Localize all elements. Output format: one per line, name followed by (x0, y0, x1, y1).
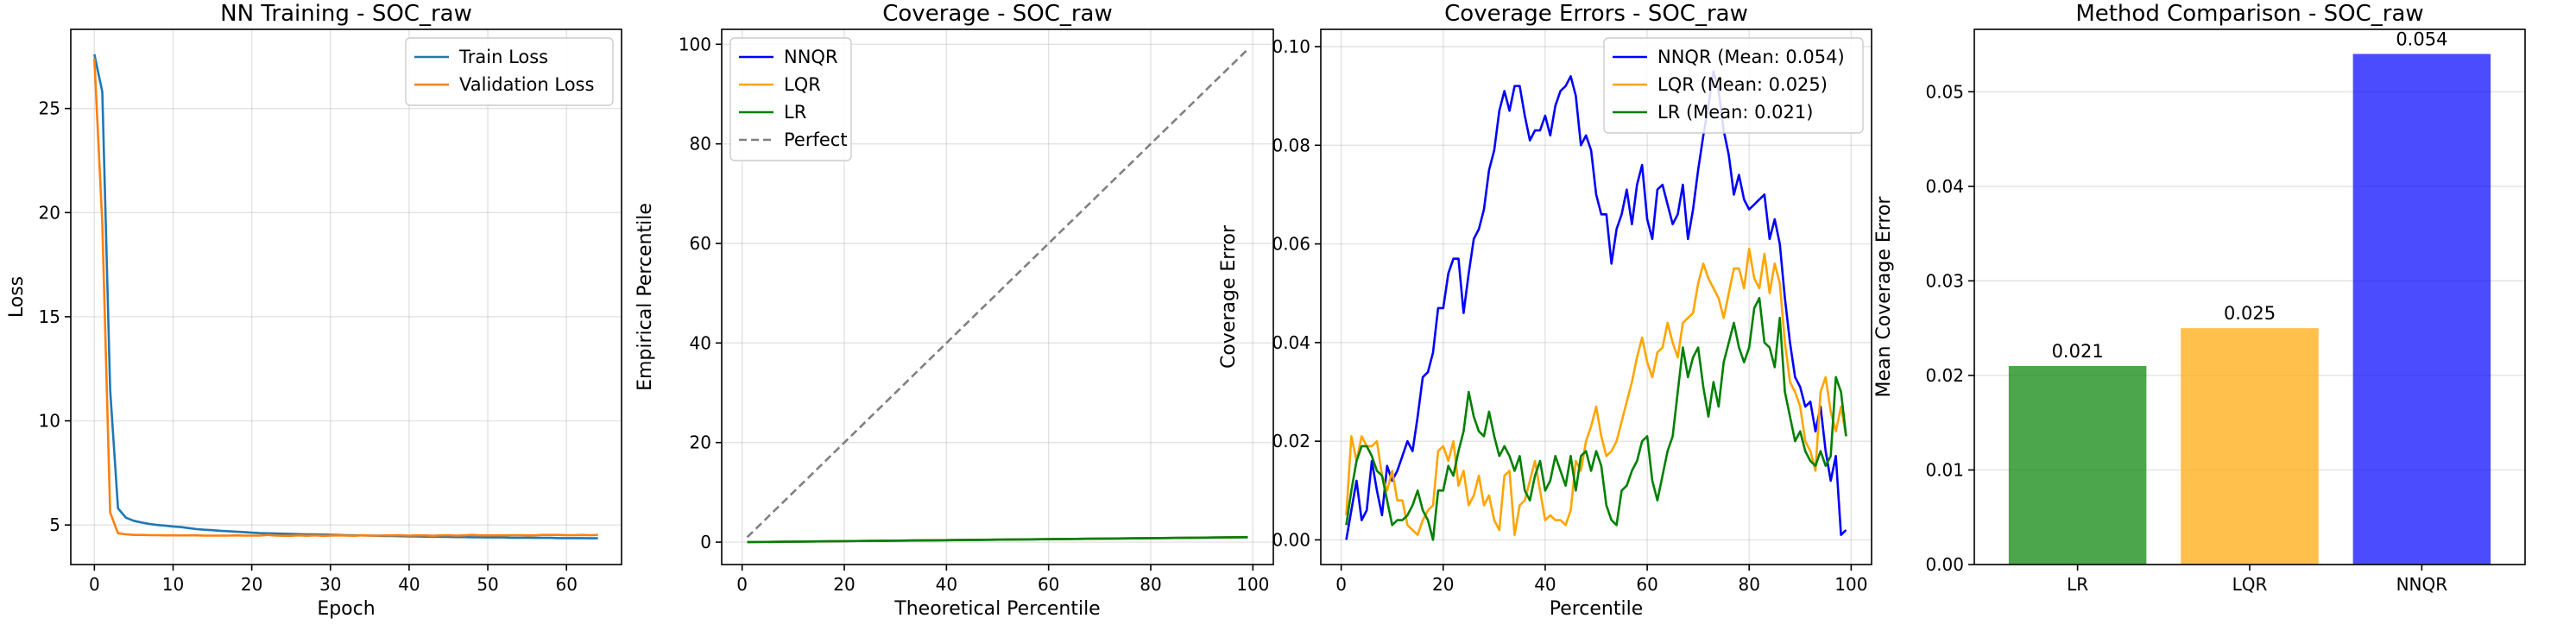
plot-marks (2008, 54, 2491, 565)
chart-4: 0.021 LR 0.025 LQR 0.054 NNQR 0.00 0.01 0.02 0.03… (1873, 1, 2526, 595)
legend-box (405, 37, 614, 106)
y-tick-label: 0.04 (1272, 332, 1310, 353)
y-tick-label: 10 (39, 411, 60, 432)
series-line-3 (1345, 297, 1847, 541)
legend: NNQR LQR LR Perfect (729, 37, 852, 161)
y-tick-label: 0 (700, 532, 711, 552)
plot-marks (93, 54, 598, 540)
chart-title: Coverage - SOC_raw (882, 1, 1113, 27)
legend-entry: Validation Loss (459, 74, 594, 95)
x-tick-label: 60 (1636, 574, 1657, 595)
legend-entry: NNQR (Mean: 0.054) (1657, 47, 1845, 67)
y-tick-label: 25 (39, 98, 60, 119)
x-axis-label: Epoch (317, 598, 375, 620)
plot-marks (746, 48, 1249, 544)
y-tick-label: 0.02 (1272, 431, 1310, 451)
series-line-4 (746, 48, 1249, 539)
legend-entry: LR (784, 102, 806, 123)
x-tick-label: 0 (736, 574, 748, 595)
x-axis-label: Theoretical Percentile (893, 598, 1100, 620)
x-tick-label: 30 (319, 574, 341, 595)
y-axis-label: Mean Coverage Error (1873, 196, 1895, 398)
x-tick-label: 80 (1738, 574, 1759, 595)
x-tick-label: 40 (1534, 574, 1556, 595)
x-tick-label: 10 (162, 574, 184, 595)
legend: Train Loss Validation Loss (405, 37, 614, 106)
series-line-2 (93, 58, 598, 538)
x-tick-label: LQR (2232, 574, 2268, 595)
y-tick-label: 0.00 (1272, 529, 1310, 550)
y-tick-label: 0.05 (1925, 81, 1964, 102)
x-tick-label: 60 (555, 574, 577, 595)
series-line-2 (1345, 247, 1847, 537)
bar-lqr (2181, 328, 2319, 565)
y-tick-label: 0.03 (1925, 270, 1964, 291)
x-tick-label: NNQR (2396, 574, 2448, 595)
x-tick-label: 0 (1335, 574, 1347, 595)
y-tick-label: 40 (690, 332, 711, 353)
y-axis-label: Empirical Percentile (635, 203, 656, 391)
y-tick-label: 5 (49, 514, 60, 535)
axes-frame (70, 28, 622, 565)
legend-box (1603, 37, 1864, 134)
y-tick-label: 0.06 (1272, 234, 1310, 255)
legend: NNQR (Mean: 0.054) LQR (Mean: 0.025) LR (M… (1603, 37, 1864, 134)
grid (71, 29, 622, 565)
legend-entry: LR (Mean: 0.021) (1657, 102, 1813, 123)
y-tick-label: 0.01 (1925, 459, 1964, 480)
x-tick-label: 40 (936, 574, 957, 595)
x-tick-label: LR (2067, 574, 2088, 595)
bar-lr (2008, 365, 2147, 565)
y-tick-label: 15 (39, 306, 60, 327)
x-tick-label: 0 (89, 574, 100, 595)
bar-value-label: 0.021 (2052, 341, 2104, 362)
legend-box (729, 37, 852, 161)
y-tick-label: 0.10 (1272, 36, 1310, 57)
axes-frame (1320, 28, 1872, 565)
y-tick-label: 20 (690, 432, 711, 453)
y-tick-label: 0.08 (1272, 135, 1310, 155)
bar-nnqr (2352, 54, 2491, 565)
y-tick-label: 0.02 (1925, 365, 1964, 386)
bar-value-label: 0.025 (2224, 303, 2276, 324)
x-tick-label: 50 (477, 574, 498, 595)
series-line-1 (93, 54, 598, 540)
y-tick-label: 100 (679, 34, 711, 54)
x-tick-label: 20 (241, 574, 262, 595)
y-axis-label: Coverage Error (1218, 224, 1240, 369)
chart-3: 0 20 40 60 80 100 0.00 0.02 0.04 0.06 0.08 0.10 Cove… (1218, 1, 1872, 620)
legend-entry: Perfect (784, 129, 848, 150)
x-tick-label: 60 (1038, 574, 1059, 595)
chart-title: Coverage Errors - SOC_raw (1444, 1, 1748, 27)
x-tick-label: 40 (398, 574, 420, 595)
y-tick-label: 0.04 (1925, 176, 1964, 197)
legend-entry: LQR (784, 74, 821, 95)
legend-entry: Train Loss (458, 47, 548, 67)
y-tick-label: 20 (39, 202, 60, 223)
y-axis-label: Loss (6, 276, 28, 318)
x-axis-label: Percentile (1550, 598, 1644, 620)
x-tick-label: 20 (1432, 574, 1454, 595)
chart-2: 0 20 40 60 80 100 0 20 40 60 80 100 Coverage - SOC_r… (635, 1, 1274, 620)
x-tick-label: 100 (1236, 574, 1269, 595)
x-tick-label: 100 (1834, 574, 1867, 595)
legend-entry: NNQR (784, 47, 838, 67)
y-tick-label: 60 (690, 233, 711, 254)
chart-title: NN Training - SOC_raw (220, 1, 472, 27)
y-tick-label: 80 (690, 134, 711, 155)
chart-title: Method Comparison - SOC_raw (2075, 1, 2423, 27)
axes-frame (1973, 28, 2526, 565)
series-line-3 (747, 536, 1248, 544)
x-tick-label: 20 (833, 574, 855, 595)
legend-entry: LQR (Mean: 0.025) (1657, 74, 1828, 95)
y-tick-label: 0.00 (1925, 554, 1964, 575)
series-line-1 (1345, 70, 1847, 540)
bar-value-label: 0.054 (2396, 28, 2447, 49)
x-tick-label: 80 (1140, 574, 1161, 595)
plot-marks (1345, 70, 1847, 541)
chart-1: 0 10 20 30 40 50 60 5 10 15 20 25 NN Training - SOC_… (6, 1, 622, 620)
axes-frame (721, 28, 1274, 565)
